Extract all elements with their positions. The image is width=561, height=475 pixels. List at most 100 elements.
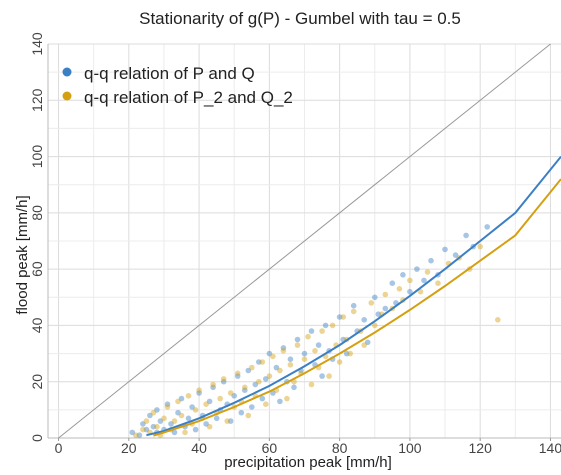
y-tick-label: 120	[29, 88, 45, 112]
scatter-point	[463, 232, 469, 239]
scatter-point	[249, 404, 255, 410]
x-tick-label: 40	[191, 440, 207, 456]
scatter-point	[319, 328, 325, 334]
scatter-point	[189, 404, 195, 410]
scatter-point	[361, 317, 368, 323]
scatter-point	[484, 224, 491, 230]
scatter-point	[206, 398, 213, 405]
scatter-point	[164, 404, 171, 410]
scatter-point	[227, 418, 234, 424]
scatter-point	[350, 308, 357, 315]
scatter-point	[280, 345, 287, 351]
scatter-point	[136, 432, 143, 439]
legend-entry-2: q-q relation of P_2 and Q_2	[62, 88, 293, 107]
scatter-point	[301, 350, 308, 357]
scatter-point	[361, 342, 368, 348]
scatter-point	[249, 364, 255, 371]
scatter-point	[210, 381, 216, 388]
scatter-point	[287, 362, 294, 368]
scatter-point	[192, 407, 199, 413]
scatter-point	[231, 393, 237, 399]
scatter-point	[294, 336, 301, 343]
y-tick-label: 60	[29, 261, 45, 277]
scatter-point	[428, 257, 434, 264]
scatter-point	[140, 426, 146, 433]
scatter-point	[234, 373, 241, 379]
scatter-point	[495, 317, 501, 323]
legend: q-q relation of P and Q q-q relation of …	[62, 64, 293, 107]
scatter-point	[150, 423, 157, 430]
scatter-point	[154, 423, 160, 430]
scatter-point	[435, 280, 441, 287]
legend-entry-1: q-q relation of P and Q	[62, 64, 255, 83]
scatter-point	[417, 288, 424, 295]
scatter-point	[133, 432, 139, 439]
curve-layer	[146, 155, 561, 437]
scatter-point	[175, 398, 181, 405]
scatter-point	[259, 395, 266, 402]
legend-marker-series-2	[62, 91, 72, 101]
scatter-point	[280, 348, 287, 354]
scatter-point	[308, 381, 315, 388]
scatter-point	[407, 277, 413, 284]
y-tick-label: 40	[29, 317, 45, 333]
scatter-point	[171, 418, 178, 424]
scatter-point	[238, 409, 245, 416]
legend-label-series-1: q-q relation of P and Q	[84, 64, 255, 83]
series-1-curve	[146, 155, 561, 437]
scatter-point	[140, 421, 146, 427]
x-tick-label: 20	[121, 440, 137, 456]
y-tick-label: 80	[29, 205, 45, 221]
scatter-point	[224, 418, 230, 424]
scatter-point	[340, 314, 347, 320]
scatter-point	[372, 322, 378, 329]
scatter-point	[424, 269, 431, 275]
scatter-point	[312, 348, 318, 354]
series-1-points	[129, 224, 491, 439]
x-tick-label: 120	[469, 440, 493, 456]
scatter-point	[255, 378, 262, 385]
scatter-point	[329, 322, 336, 329]
legend-marker-series-1	[62, 67, 72, 77]
scatter-point	[245, 412, 252, 419]
scatter-point	[213, 415, 220, 422]
scatter-point	[400, 272, 406, 278]
scatter-point	[277, 367, 283, 374]
scatter-point	[273, 364, 280, 371]
scatter-point	[294, 342, 301, 348]
scatter-point	[452, 252, 459, 258]
y-tick-label: 100	[29, 145, 45, 169]
scatter-point	[220, 376, 227, 382]
scatter-point	[266, 350, 273, 357]
scatter-point	[389, 280, 396, 287]
scatter-point	[178, 412, 185, 419]
scatter-point	[178, 395, 185, 402]
scatter-point	[375, 311, 382, 318]
scatter-point	[171, 429, 178, 436]
scatter-point	[157, 418, 164, 424]
scatter-point	[372, 294, 378, 301]
scatter-point	[185, 415, 192, 422]
legend-label-series-2: q-q relation of P_2 and Q_2	[84, 88, 293, 107]
scatter-point	[129, 429, 136, 436]
y-tick-label: 140	[29, 32, 45, 56]
scatter-point	[234, 370, 241, 377]
x-tick-label: 100	[398, 440, 422, 456]
scatter-point	[143, 426, 150, 433]
scatter-point	[336, 359, 343, 365]
scatter-point	[287, 356, 294, 363]
scatter-point	[196, 390, 202, 396]
scatter-point	[364, 339, 371, 346]
scatter-point	[277, 398, 283, 405]
y-tick-label: 20	[29, 374, 45, 390]
reference-line-layer	[58, 43, 551, 439]
scatter-point	[182, 429, 188, 436]
scatter-point	[336, 314, 343, 320]
scatter-point	[185, 393, 192, 399]
scatter-point	[368, 300, 375, 306]
scatter-point	[154, 407, 160, 413]
scatter-point	[396, 286, 403, 292]
scatter-point	[322, 322, 329, 329]
